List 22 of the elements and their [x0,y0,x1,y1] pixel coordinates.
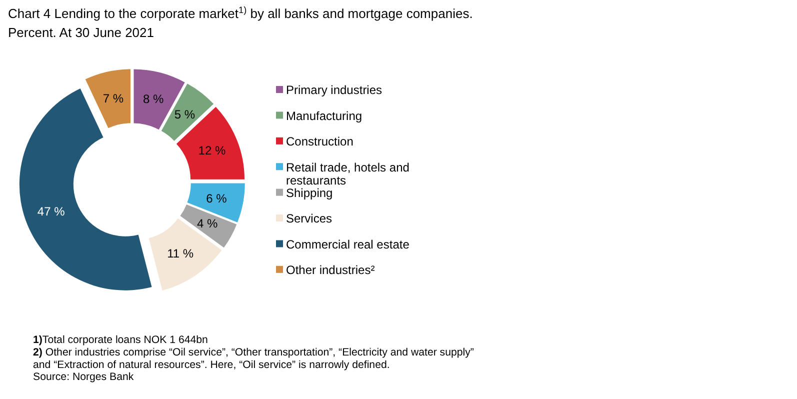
data-label: 6 % [206,191,228,206]
legend-label: Retail trade, hotels and restaurants [286,160,410,188]
text: and “Extraction of natural resources”. Here, “Oil service” is narrowly defined. [33,358,390,371]
legend-label: Services [286,212,332,226]
legend-label: Manufacturing [286,108,362,123]
text: 1)Total corporate loans NOK 1 644bn [33,334,208,346]
data-label: 7 % [102,91,124,106]
data-label: 12 % [198,144,226,158]
chart-subtitle: Percent. At 30 June 2021 [8,25,154,40]
text: 2) Other industries comprise “Oil service”, “Other transportation”, “Electricity and water supply” [33,346,474,358]
data-label: 4 % [197,216,218,231]
legend-label: Construction [286,134,354,149]
legend-label: Other industries² [286,263,375,278]
data-label: 8 % [143,92,164,106]
legend-label: Shipping [286,186,333,200]
source-note: Source: Norges Bank [33,371,134,384]
chart-title: Chart 4 Lending to the corporate market$^{1)}$ by all banks and mortgage companies. [8,5,473,21]
data-label: 47 % [37,204,66,218]
legend-label: Commercial real estate [286,237,410,252]
data-label: 5 % [174,107,196,122]
data-label: 11 % [167,246,194,260]
legend-label: Primary industries [286,83,382,98]
